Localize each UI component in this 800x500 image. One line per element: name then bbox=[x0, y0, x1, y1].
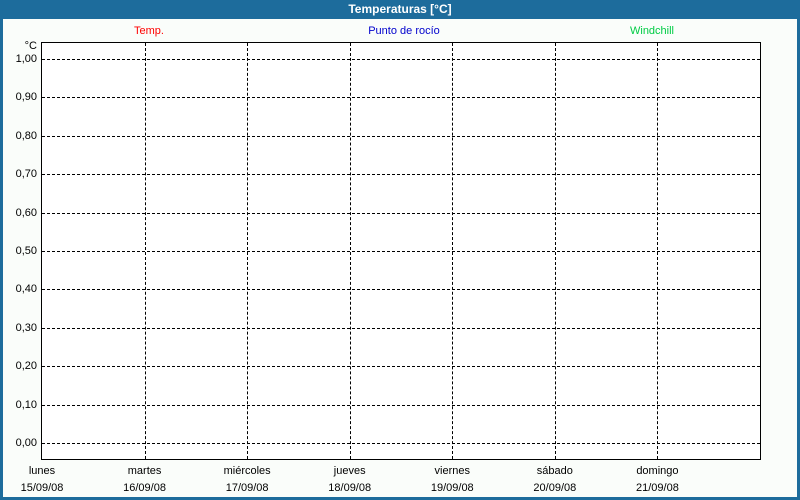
y-tick-label: 0,70 bbox=[15, 168, 37, 181]
x-day-label: domingo bbox=[636, 465, 679, 477]
plot-area bbox=[41, 42, 761, 460]
title-bar: Temperaturas [°C] bbox=[0, 0, 800, 19]
v-gridline bbox=[247, 43, 249, 459]
h-gridline bbox=[42, 404, 760, 406]
y-tick-label: 0,30 bbox=[15, 321, 37, 334]
h-gridline bbox=[42, 97, 760, 99]
x-category-label: jueves 18/09/08 bbox=[295, 464, 405, 496]
h-gridline bbox=[42, 212, 760, 214]
h-gridline bbox=[42, 174, 760, 176]
x-category-label: martes 16/09/08 bbox=[90, 464, 200, 496]
chart-title: Temperaturas [°C] bbox=[348, 2, 452, 16]
x-date-label: 17/09/08 bbox=[225, 482, 269, 494]
x-date-label: 16/09/08 bbox=[123, 482, 166, 494]
x-category-label: domingo 21/09/08 bbox=[602, 464, 712, 496]
x-day-label: jueves bbox=[333, 465, 366, 477]
y-tick-label: 0,60 bbox=[15, 206, 37, 219]
y-tick-label: 0,90 bbox=[15, 91, 37, 104]
x-day-label: martes bbox=[127, 465, 162, 477]
y-tick-label: 0,10 bbox=[15, 398, 37, 411]
y-tick-label: 0,80 bbox=[15, 129, 37, 142]
x-category-label: viernes 19/09/08 bbox=[397, 464, 507, 496]
v-gridline bbox=[349, 43, 351, 459]
v-gridline bbox=[144, 43, 146, 459]
h-gridline bbox=[42, 327, 760, 329]
v-gridline bbox=[452, 43, 454, 459]
y-axis-unit-label: °C bbox=[24, 40, 37, 52]
y-tick-label: 1,00 bbox=[15, 53, 37, 65]
x-date-label: 18/09/08 bbox=[328, 482, 372, 494]
y-tick-label: 0,40 bbox=[15, 283, 37, 296]
y-tick-label: 0,50 bbox=[15, 245, 37, 257]
x-date-label: 20/09/08 bbox=[533, 482, 577, 494]
h-gridline bbox=[42, 135, 760, 137]
x-category-label: sábado 20/09/08 bbox=[500, 464, 610, 496]
v-gridline bbox=[657, 43, 659, 459]
legend-item-temp: Temp. bbox=[134, 25, 164, 37]
legend-item-dewpoint: Punto de rocío bbox=[368, 25, 440, 37]
x-day-label: miércoles bbox=[223, 465, 271, 477]
x-date-label: 21/09/08 bbox=[636, 482, 679, 494]
h-gridline bbox=[42, 366, 760, 368]
x-category-label: miércoles 17/09/08 bbox=[192, 464, 302, 496]
h-gridline bbox=[42, 251, 760, 252]
h-gridline bbox=[42, 443, 760, 444]
h-gridline bbox=[42, 289, 760, 291]
y-tick-label: 0,00 bbox=[15, 437, 37, 449]
x-day-label: lunes bbox=[28, 465, 56, 477]
v-gridline bbox=[554, 43, 556, 459]
h-gridline bbox=[42, 59, 760, 60]
x-day-label: sábado bbox=[536, 465, 573, 477]
x-date-label: 15/09/08 bbox=[20, 482, 64, 494]
x-date-label: 19/09/08 bbox=[430, 482, 474, 494]
x-category-label: lunes 15/09/08 bbox=[0, 464, 97, 496]
x-day-label: viernes bbox=[434, 465, 471, 477]
legend-item-windchill: Windchill bbox=[629, 25, 675, 37]
y-tick-label: 0,20 bbox=[15, 360, 37, 373]
